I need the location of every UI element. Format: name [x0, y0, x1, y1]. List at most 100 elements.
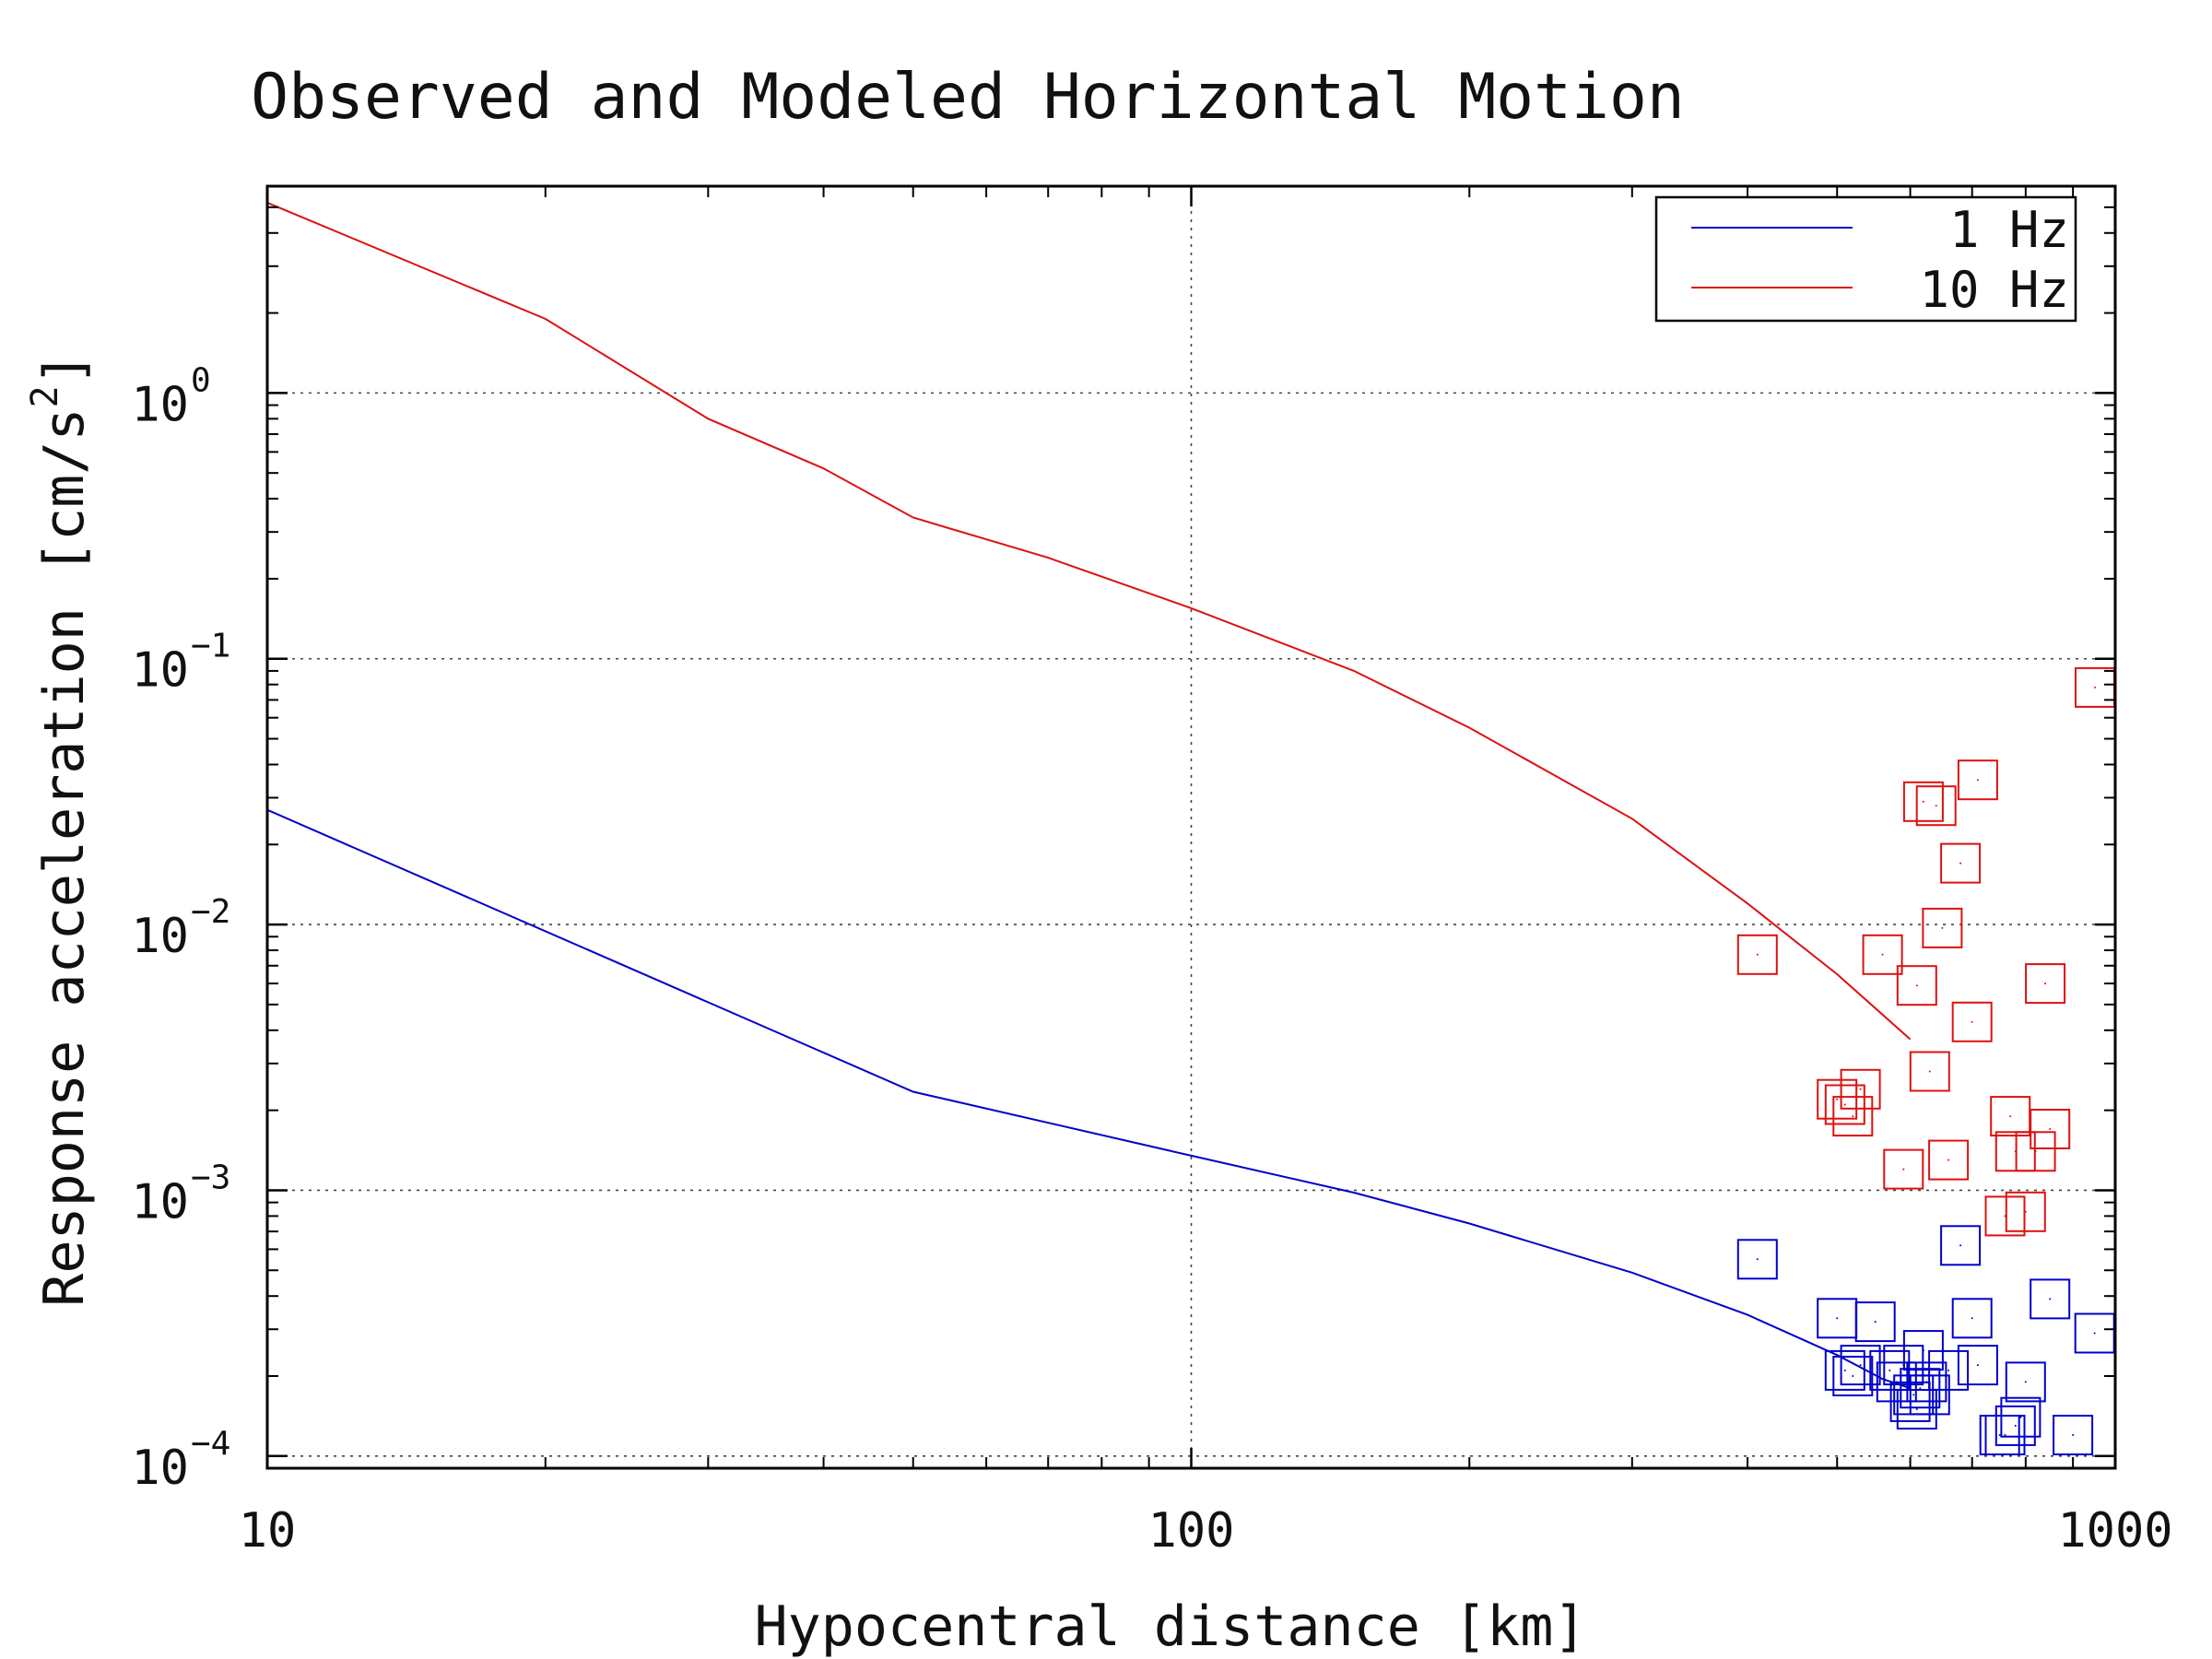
x-tick-label: 10: [239, 1503, 297, 1559]
observed-point-1hz: [1896, 1389, 1937, 1430]
observed-point-center-1hz: [1998, 1434, 2001, 1436]
observed-point-10hz: [2005, 1191, 2046, 1232]
observed-point-1hz: [1994, 1405, 2036, 1446]
y-tick-exponent: −4: [191, 1425, 230, 1463]
observed-point-center-10hz: [1976, 779, 1979, 782]
observed-point-center-1hz: [2004, 1434, 2006, 1436]
observed-point-10hz: [1957, 759, 1998, 801]
observed-point-center-10hz: [1935, 805, 1937, 807]
observed-point-1hz: [1957, 1345, 1998, 1386]
observed-point-1hz: [1984, 1415, 2026, 1455]
observed-point-10hz: [1922, 907, 1963, 948]
observed-point-1hz: [1951, 1298, 1993, 1339]
observed-point-center-1hz: [2072, 1434, 2075, 1436]
y-tick-label: 10: [131, 1441, 189, 1496]
x-tick-label: 1000: [2057, 1503, 2172, 1559]
observed-point-10hz: [1832, 1096, 1874, 1137]
observed-point-center-10hz: [1756, 953, 1759, 956]
observed-point-1hz: [2053, 1415, 2094, 1455]
observed-point-10hz: [1883, 1148, 1924, 1190]
observed-point-center-1hz: [1922, 1349, 1924, 1352]
y-axis-label: Response acceleration [cm/s2]: [24, 352, 97, 1307]
observed-point-center-10hz: [1922, 800, 1924, 803]
observed-point-center-10hz: [2024, 1210, 2027, 1213]
observed-point-center-1hz: [1843, 1369, 1846, 1371]
observed-point-center-10hz: [2044, 982, 2047, 985]
observed-point-1hz: [1928, 1349, 1970, 1391]
observed-point-10hz: [1940, 842, 1982, 884]
observed-point-10hz: [1915, 785, 1957, 827]
observed-point-center-10hz: [1843, 1103, 1846, 1106]
observed-point-center-1hz: [1756, 1258, 1759, 1261]
observed-point-center-10hz: [1915, 984, 1918, 987]
observed-point-center-1hz: [1959, 1244, 1962, 1247]
observed-point-center-1hz: [2019, 1416, 2022, 1418]
y-tick-label: 10: [131, 643, 189, 699]
observed-point-center-1hz: [1836, 1317, 1839, 1320]
observed-point-1hz: [2030, 1278, 2071, 1320]
y-tick-exponent: −3: [191, 1159, 230, 1196]
observed-point-center-1hz: [1915, 1408, 1918, 1410]
observed-point-10hz: [2025, 963, 2066, 1005]
y-tick-label: 10: [131, 377, 189, 432]
observed-point-center-1hz: [1947, 1369, 1950, 1371]
observed-point-center-1hz: [1852, 1375, 1854, 1377]
observed-point-center-10hz: [1928, 1070, 1931, 1073]
observed-point-center-10hz: [1959, 862, 1962, 865]
observed-point-center-1hz: [2014, 1424, 2017, 1427]
observed-point-10hz: [1928, 1139, 1970, 1181]
observed-point-1hz: [1832, 1356, 1874, 1396]
observed-point-10hz: [1951, 1001, 1993, 1042]
observed-point-center-10hz: [1836, 1098, 1839, 1100]
observed-point-center-1hz: [1888, 1369, 1891, 1371]
x-axis-label: Hypocentral distance [km]: [754, 1594, 1586, 1659]
observed-point-center-10hz: [2094, 686, 2096, 688]
observed-point-1hz: [1736, 1239, 1778, 1280]
y-axis-label-text: Response acceleration [cm/s: [32, 407, 97, 1306]
observed-point-center-10hz: [2034, 1150, 2037, 1153]
chart-title: Observed and Modeled Horizontal Motion: [251, 61, 1685, 134]
observed-point-center-1hz: [2024, 1381, 2027, 1383]
observed-point-center-1hz: [2093, 1332, 2096, 1335]
legend-label-10hz: 10 Hz: [1919, 261, 2069, 319]
observed-point-center-1hz: [1928, 1394, 1931, 1396]
y-tick-exponent: −2: [191, 893, 230, 931]
observed-point-10hz: [1824, 1084, 1865, 1125]
observed-point-1hz: [1840, 1345, 1881, 1386]
observed-point-center-1hz: [1874, 1321, 1877, 1324]
observed-point-center-10hz: [1941, 926, 1944, 929]
observed-point-center-1hz: [2049, 1298, 2052, 1300]
y-tick-label: 10: [131, 1174, 189, 1230]
observed-point-1hz: [2005, 1361, 2046, 1403]
observed-point-10hz: [1736, 934, 1778, 975]
legend: 1 Hz 10 Hz: [1654, 195, 2077, 323]
observed-point-center-1hz: [1912, 1394, 1915, 1396]
grid-layer: [267, 186, 2115, 1468]
observed-point-center-10hz: [1902, 1168, 1905, 1171]
observed-point-center-10hz: [1859, 1088, 1862, 1090]
observed-point-1hz: [2000, 1396, 2041, 1438]
y-axis-label-superscript: 2: [24, 385, 66, 407]
y-tick-exponent: −1: [191, 628, 230, 665]
series-layer: [266, 201, 2115, 1455]
observed-point-center-10hz: [2049, 1128, 2052, 1130]
observed-point-10hz: [2030, 1109, 2071, 1149]
observed-point-center-1hz: [1971, 1317, 1973, 1320]
model-line-1hz: [266, 808, 1911, 1390]
observed-point-10hz: [1984, 1195, 2026, 1237]
y-axis-label-close: ]: [32, 352, 97, 385]
observed-point-10hz: [1909, 1051, 1950, 1092]
observed-point-center-10hz: [1947, 1159, 1950, 1161]
observed-point-10hz: [1817, 1078, 1858, 1120]
observed-point-center-1hz: [1925, 1381, 1928, 1383]
y-tick-exponent: 0: [191, 361, 211, 399]
observed-point-1hz: [1906, 1361, 1947, 1403]
observed-point-center-1hz: [1859, 1364, 1862, 1367]
observed-point-center-1hz: [1976, 1364, 1979, 1367]
observed-point-10hz: [1902, 781, 1944, 822]
observed-point-center-10hz: [1881, 953, 1884, 956]
observed-point-center-10hz: [1971, 1020, 1973, 1023]
observed-point-10hz: [1840, 1068, 1881, 1110]
